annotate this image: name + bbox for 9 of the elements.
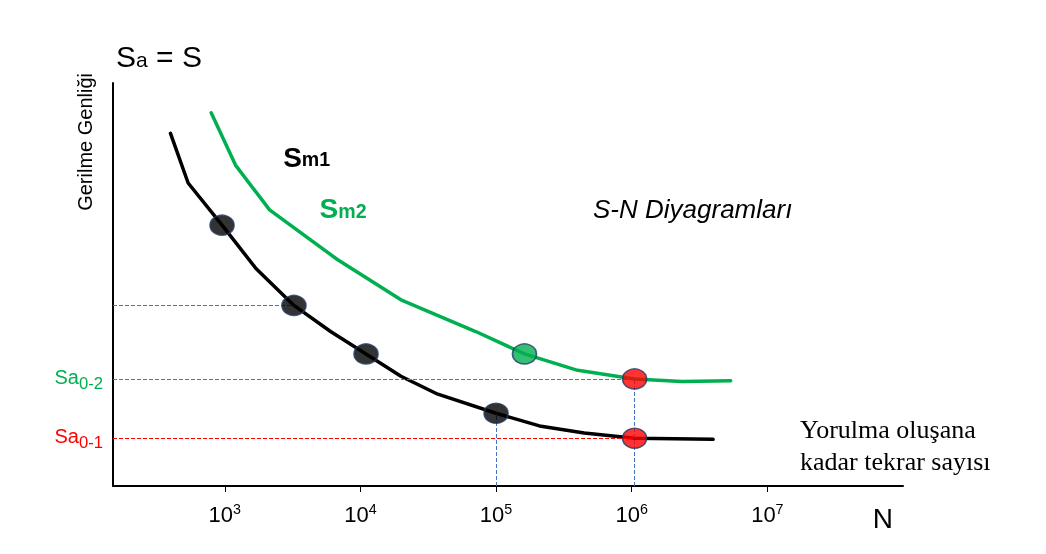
text: Sa = S	[116, 40, 202, 74]
ref-line-label: Sa$_{0-2}$	[54, 364, 103, 394]
y-axis-title: Gerilme Genliği	[74, 73, 96, 211]
annotation: Yorulma oluşana kadar tekrar sayısı	[800, 414, 991, 477]
series-label: Sm2	[319, 193, 367, 225]
text: Sm1	[283, 141, 331, 173]
x-axis-title: N	[872, 502, 893, 534]
annotation: S-N Diyagramları	[593, 194, 793, 225]
ref-line-label: Sa$_{0-1}$	[54, 424, 103, 454]
